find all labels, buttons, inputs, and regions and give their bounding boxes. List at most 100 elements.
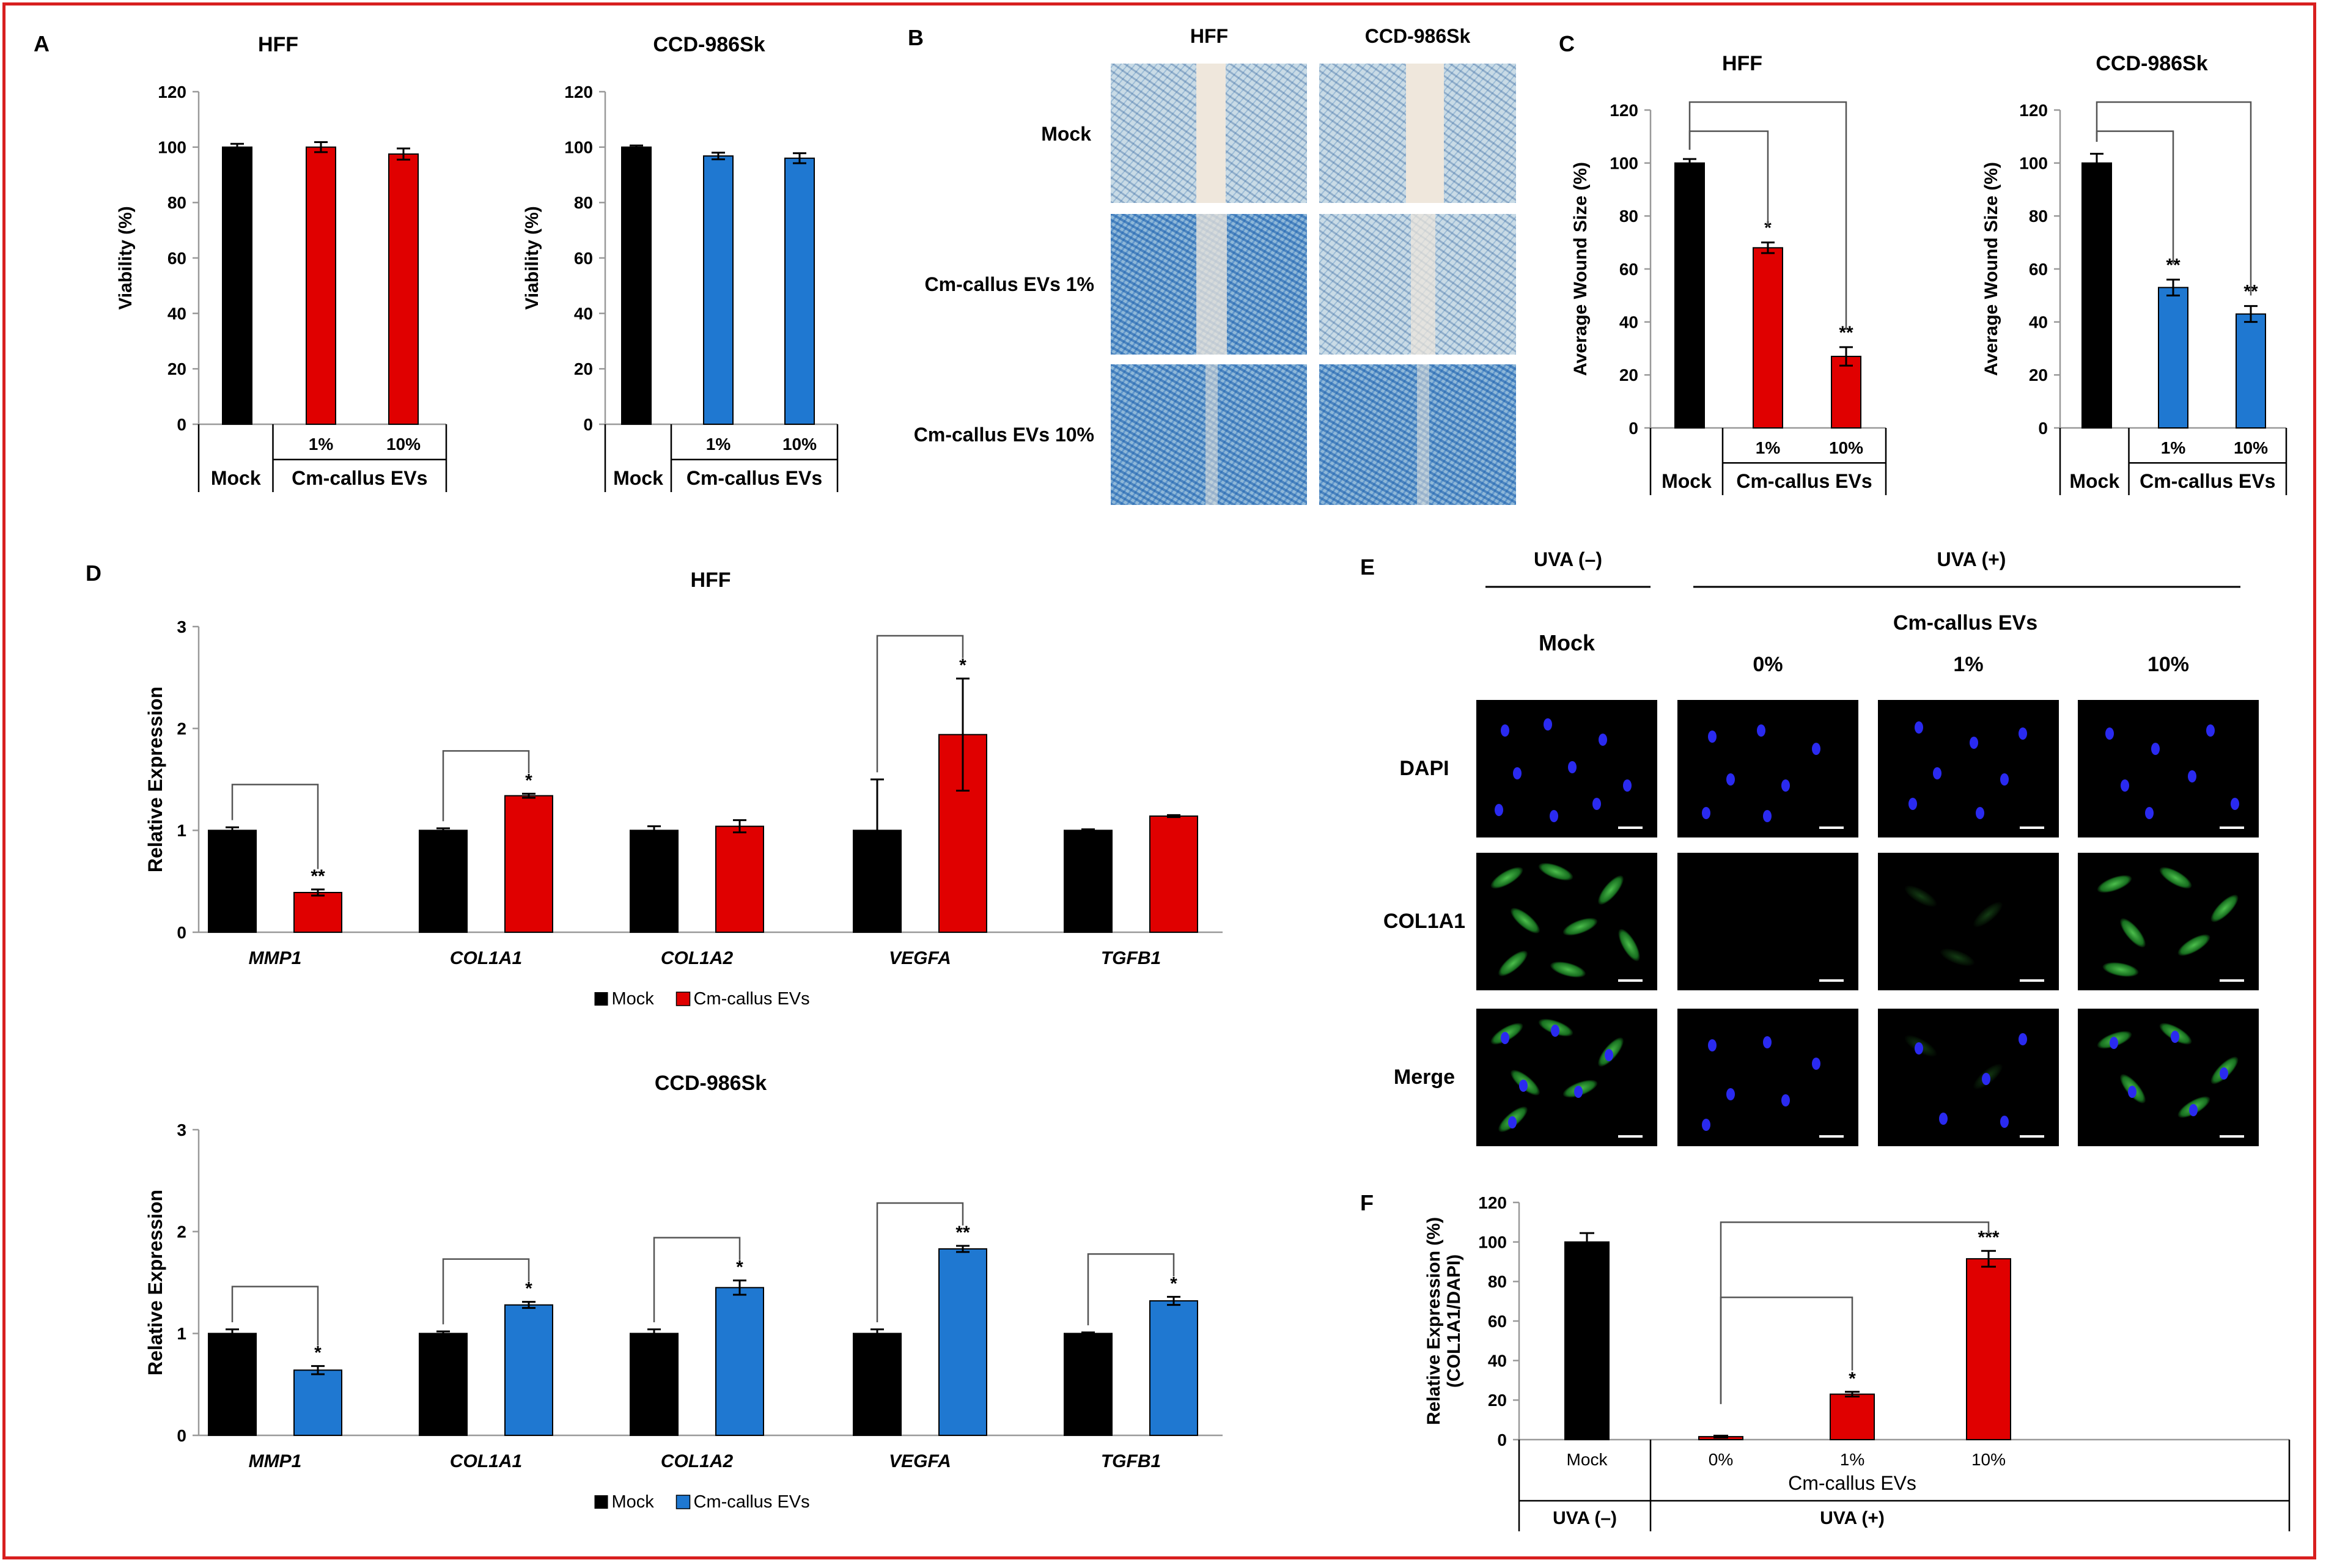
- chart-c-hff-ytick-label-2: 40: [1619, 312, 1638, 331]
- panelb-row-1pct: Cm-callus EVs 1%: [925, 273, 1094, 295]
- chart-c-ccd-group-label: Cm-callus EVs: [2140, 470, 2275, 492]
- chart-f-ytick-label-4: 80: [1488, 1272, 1507, 1291]
- chart-d-hff-bar-mock-2: [630, 830, 679, 933]
- chart-f-bracket-1: [1720, 1296, 1853, 1404]
- chart-d-ccd-bar-cm-callus-evs-1: [504, 1304, 553, 1437]
- chart-a-hff-bar-0: [222, 146, 252, 425]
- panelb-col-ccd: CCD-986Sk: [1365, 25, 1471, 47]
- chart-a-hff-ytick-label-6: 120: [158, 83, 186, 101]
- chart-a-ccd-cat-0: Mock: [613, 467, 663, 489]
- chart-d-ccd-legend-swatch-mock: [594, 1495, 608, 1509]
- chart-a-ccd-bar-1: [703, 155, 734, 425]
- chart-c-ccd-ytick-label-6: 120: [2019, 101, 2048, 120]
- chart-d-ccd-ytick-label-0: 0: [177, 1426, 186, 1445]
- panel-label-f: F: [1360, 1190, 1374, 1215]
- chart-d-hff-legend-swatch-evs: [675, 992, 691, 1006]
- chart-d-ccd-sig-1: *: [525, 1279, 532, 1299]
- chart-a-ccd-ytick-label-1: 20: [574, 359, 593, 378]
- chart-d-ccd-bracket-2: [653, 1237, 741, 1322]
- micrograph-hff-mock: [1111, 64, 1307, 203]
- chart-f-ytick-label-1: 20: [1488, 1391, 1507, 1410]
- chart-d-ccd-cat-4: TGFB1: [1101, 1451, 1161, 1471]
- chart-c-ccd-cat-2: 10%: [2234, 438, 2268, 457]
- chart-c-ccd-ytick-label-3: 60: [2029, 260, 2048, 279]
- panele-uva-plus: UVA (+): [1937, 548, 2006, 570]
- fluor-merge-mock: [1476, 1009, 1657, 1146]
- chart-c-hff-cat-0: Mock: [1662, 470, 1712, 492]
- chart-d-hff-cat-1: COL1A1: [450, 948, 522, 968]
- chart-a-hff-ytick-label-3: 60: [167, 249, 186, 268]
- chart-d-hff-bracket-0: [231, 784, 319, 869]
- chart-a-ccd-bar-0: [621, 146, 652, 425]
- chart-c-hff-bar-1: [1753, 247, 1783, 429]
- chart-f-ylabel: Relative Expression (%)(COL1A1/DAPI): [1424, 1217, 1464, 1425]
- chart-f-ylabel-line-1: (COL1A1/DAPI): [1444, 1254, 1464, 1388]
- chart-d-ccd-sig-4: *: [1170, 1273, 1177, 1294]
- chart-c-hff-ytick-label-6: 120: [1610, 101, 1638, 120]
- chart-d-ccd-cat-2: COL1A2: [661, 1451, 734, 1471]
- chart-d-ccd-bracket-4: [1087, 1253, 1175, 1325]
- chart-a-ccd-ytick-label-2: 40: [574, 304, 593, 323]
- fluor-merge-0pct: [1677, 1009, 1858, 1146]
- chart-c-ccd-sig-1: **: [2166, 255, 2181, 275]
- chart-c-hff-ytick-label-4: 80: [1619, 207, 1638, 226]
- chart-c-hff-cat-1: 1%: [1756, 438, 1781, 457]
- chart-c-ccd-cat-1: 1%: [2161, 438, 2186, 457]
- chart-a-ccd-cat-2: 10%: [782, 435, 817, 454]
- panel-label-c: C: [1559, 31, 1575, 56]
- panel-label-b: B: [908, 25, 924, 50]
- chart-c-ccd-bar-1: [2158, 287, 2188, 429]
- chart-f-group-uva-plus: UVA (+): [1820, 1508, 1885, 1528]
- fluor-dapi-10pct: [2078, 700, 2259, 837]
- micrograph-hff-10pct: [1111, 364, 1307, 505]
- chart-d-hff-cat-3: VEGFA: [889, 948, 951, 968]
- panele-row-merge: Merge: [1394, 1066, 1455, 1089]
- chart-c-hff-sig-1: *: [1764, 218, 1772, 238]
- chart-d-ccd-bar-mock-1: [419, 1333, 468, 1436]
- chart-f-ytick-label-6: 120: [1478, 1193, 1507, 1212]
- micrograph-ccd-1pct: [1319, 214, 1516, 355]
- fluor-col1a1-10pct: [2078, 853, 2259, 990]
- chart-a-hff-ylabel: Viability (%): [116, 206, 136, 309]
- chart-c-hff-ytick-label-1: 20: [1619, 366, 1638, 385]
- chart-c-hff-group-label: Cm-callus EVs: [1736, 470, 1872, 492]
- chart-d-ccd-ytick-label-2: 2: [177, 1222, 186, 1241]
- chart-d-ccd-sig-2: *: [736, 1257, 743, 1278]
- chart-d-ccd-ylabel: Relative Expression: [144, 1190, 166, 1375]
- fluor-merge-10pct: [2078, 1009, 2259, 1146]
- chart-d-hff-legend-evs: Cm-callus EVs: [694, 989, 810, 1009]
- panele-row-dapi: DAPI: [1399, 757, 1449, 780]
- chart-a-ccd-cat-1: 1%: [706, 435, 731, 454]
- chart-d-ccd-cat-1: COL1A1: [450, 1451, 522, 1471]
- fluor-dapi-mock: [1476, 700, 1657, 837]
- micrograph-hff-1pct: [1111, 214, 1307, 355]
- chart-f-group-uva-minus: UVA (–): [1553, 1508, 1617, 1528]
- panel-label-a: A: [34, 31, 50, 56]
- chart-d-ccd-cat-0: MMP1: [249, 1451, 302, 1471]
- chart-c-ccd-ylabel: Average Wound Size (%): [1981, 162, 2001, 376]
- chart-f-cat-1: 0%: [1709, 1450, 1733, 1469]
- chart-a-ccd-bar-2: [784, 157, 815, 425]
- chart-d-ccd-bracket-3: [876, 1202, 964, 1322]
- chart-d-ccd-bar-cm-callus-evs-4: [1149, 1300, 1198, 1436]
- chart-a-ccd-ytick-label-5: 100: [564, 138, 593, 156]
- chart-d-hff-legend-swatch-mock: [594, 992, 608, 1006]
- fluor-merge-1pct: [1878, 1009, 2059, 1146]
- chart-c-ccd-bar-0: [2081, 162, 2112, 429]
- chart-f-xlabel: Cm-callus EVs: [1788, 1472, 1916, 1494]
- panele-col-1pct: 1%: [1953, 653, 1983, 676]
- chart-a-ccd-ytick-label-0: 0: [583, 415, 593, 434]
- chart-a-ccd-ytick-label-6: 120: [564, 83, 593, 101]
- chart-d-ccd-sig-3: **: [955, 1223, 970, 1243]
- chart-d-hff-ylabel: Relative Expression: [144, 686, 166, 872]
- chart-a-hff-cat-0: Mock: [211, 467, 261, 489]
- panelb-row-10pct: Cm-callus EVs 10%: [914, 424, 1094, 446]
- panele-col-10pct: 10%: [2148, 653, 2189, 676]
- chart-d-hff-ytick-label-0: 0: [177, 923, 186, 942]
- chart-d-ccd-ytick-label-1: 1: [177, 1324, 186, 1343]
- chart-f-ytick-label-3: 60: [1488, 1312, 1507, 1331]
- chart-d-ccd-ytick-label-3: 3: [177, 1121, 186, 1139]
- chart-d-ccd-sig-0: *: [314, 1343, 322, 1363]
- chart-d-hff-cat-4: TGFB1: [1101, 948, 1161, 968]
